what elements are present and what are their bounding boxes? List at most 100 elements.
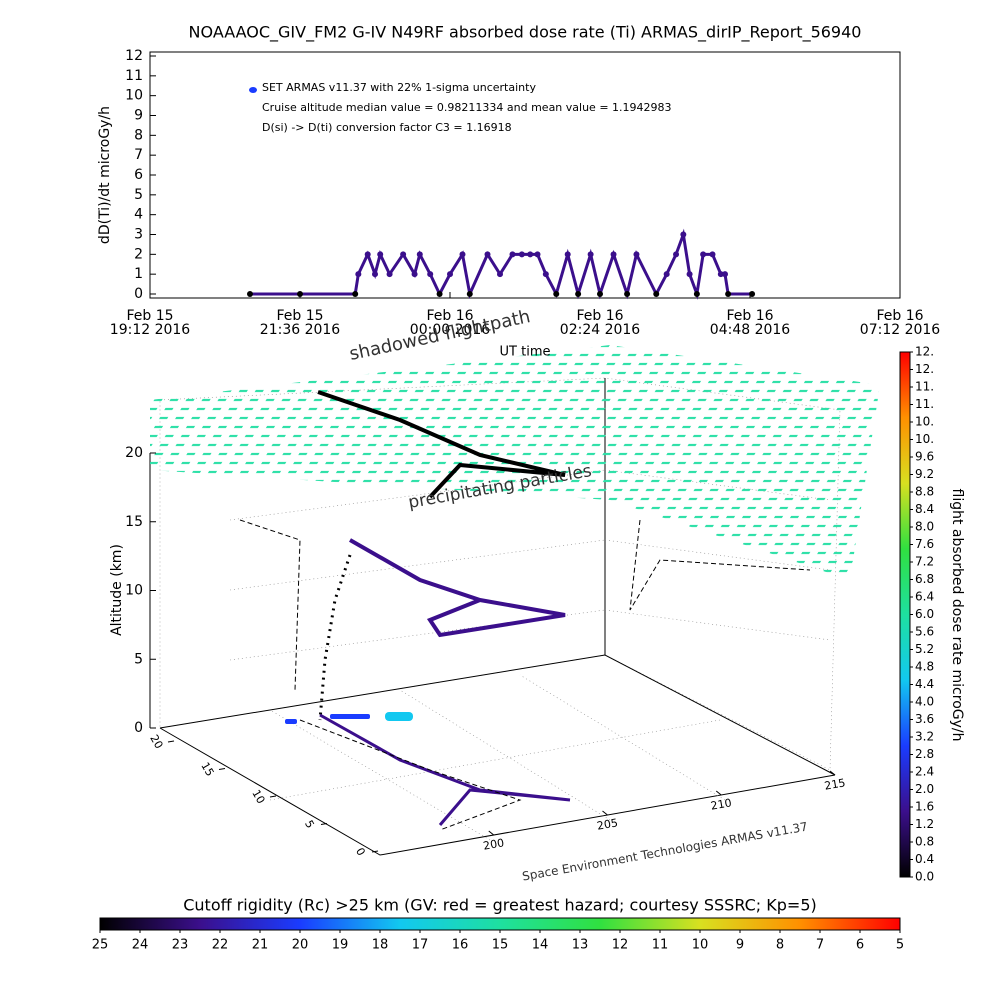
y-tick-label: 5 (134, 187, 143, 203)
z-axis-label: Altitude (km) (109, 544, 125, 636)
colorbar-label: flight absorbed dose rate microGy/h (949, 489, 965, 742)
z-tick-label: 10 (125, 583, 143, 599)
colorbar-tick-label: 13 (572, 938, 589, 953)
colorbar-tick-label: 6.4 (915, 590, 934, 604)
y-tick-label: 3 (134, 227, 143, 243)
x-tick-label: Feb 16 (576, 308, 623, 324)
annotation: Space Environment Technologies ARMAS v11… (521, 819, 809, 883)
data-point (518, 251, 525, 258)
y-tick-label: 7 (134, 147, 143, 163)
x-tick (602, 810, 608, 816)
data-point (653, 291, 660, 297)
y-tick-label: 2 (134, 246, 143, 262)
data-point (717, 271, 724, 278)
y-tick-label: 10 (249, 787, 267, 806)
data-point (355, 271, 362, 278)
colorbar-tick-label: 5.6 (915, 625, 934, 639)
data-point (553, 291, 560, 297)
y-tick-label: 15 (198, 760, 216, 779)
colorbar-tick-label: 1.2 (915, 817, 934, 831)
colorbar-tick-label: 22 (212, 938, 229, 953)
colorbar-tick-label: 2.0 (915, 782, 934, 796)
data-point (466, 291, 473, 297)
data-point (377, 251, 384, 258)
data-point (427, 271, 434, 278)
colorbar-tick-label: 4.8 (915, 660, 934, 674)
data-point (497, 271, 503, 278)
data-point (372, 271, 378, 278)
x-tick-label: 00:00 2016 (410, 322, 491, 338)
x-tick-label: 02:24 2016 (560, 322, 641, 338)
x-tick-label: 04:48 2016 (710, 322, 791, 338)
y-tick (320, 823, 328, 825)
data-point (436, 291, 443, 297)
data-point (693, 291, 700, 297)
x-tick-label: 200 (482, 836, 505, 852)
colorbar-tick-label: 17 (412, 938, 429, 953)
x-tick-label: 210 (710, 796, 733, 812)
data-point (411, 271, 418, 278)
colorbar-tick-label: 14 (532, 938, 549, 953)
x-axis-label: UT time (500, 345, 551, 360)
x-tick-label: Feb 16 (426, 308, 473, 324)
data-point (447, 271, 453, 278)
colorbar-tick-label: 5.2 (915, 642, 934, 656)
data-point (247, 291, 253, 297)
data-point (624, 291, 631, 297)
y-tick-label: 6 (134, 167, 143, 183)
colorbar-tick-label: 18 (372, 938, 389, 953)
z-tick-label: 15 (125, 514, 143, 530)
data-point (709, 251, 716, 258)
colorbar-tick-label: 11. (915, 397, 934, 411)
colorbar-tick-label: 12 (612, 938, 629, 953)
x-tick-label: 07:12 2016 (860, 322, 941, 338)
data-point (364, 251, 371, 258)
x-tick-label: Feb 16 (726, 308, 773, 324)
colorbar-tick-label: 4.4 (915, 677, 934, 691)
annotation: D(si) -> D(ti) conversion factor C3 = 1.… (262, 121, 512, 134)
z-tick-label: 5 (134, 651, 143, 667)
colorbar-tick-label: 0.8 (915, 835, 934, 849)
colorbar-tick-label: 15 (492, 938, 509, 953)
colorbar-tick-label: 8.4 (915, 502, 934, 516)
chart-title: NOAAAOC_GIV_FM2 G-IV N49RF absorbed dose… (189, 23, 862, 43)
legend-marker (249, 87, 257, 93)
data-point (722, 271, 728, 278)
annotation: Cruise altitude median value = 0.9821133… (262, 101, 672, 114)
data-point (484, 251, 491, 258)
data-point (749, 291, 756, 297)
colorbar-tick-label: 2.4 (915, 765, 934, 779)
y-tick-label: 5 (302, 818, 317, 831)
y-tick-label: 10 (125, 88, 143, 104)
colorbar (99, 917, 901, 931)
y-axis-label: dD(Ti)/dt microGy/h (97, 106, 113, 244)
colorbar-tick-label: 10 (692, 938, 709, 953)
y-tick (269, 795, 277, 798)
data-point (680, 231, 687, 238)
colorbar-tick-label: 4.0 (915, 695, 934, 709)
colorbar-label: Cutoff rigidity (Rc) >25 km (GV: red = g… (183, 896, 817, 915)
y-tick (371, 850, 379, 853)
colorbar-tick-label: 6 (856, 938, 864, 953)
x-tick (829, 770, 836, 776)
data-point (673, 251, 680, 258)
colorbar-tick-label: 0.4 (915, 852, 934, 866)
data-point (416, 251, 423, 258)
data-point (297, 291, 303, 297)
colorbar-tick-label: 10. (915, 432, 934, 446)
data-point (633, 251, 640, 258)
flight-paths (239, 390, 811, 831)
colorbar-tick-label: 16 (452, 938, 469, 953)
colorbar-tick-label: 20 (292, 938, 309, 953)
data-point (400, 251, 407, 258)
y-tick-label: 12 (125, 48, 143, 64)
y-tick (218, 768, 226, 770)
colorbar-tick-label: 2.8 (915, 747, 934, 761)
x-tick-label: 215 (823, 776, 846, 792)
y-tick-label: 9 (134, 108, 143, 124)
colorbar-tick-label: 6.0 (915, 607, 934, 621)
data-point (564, 251, 571, 258)
colorbar-tick-label: 5 (896, 938, 904, 953)
colorbar-tick-label: 6.8 (915, 572, 934, 586)
